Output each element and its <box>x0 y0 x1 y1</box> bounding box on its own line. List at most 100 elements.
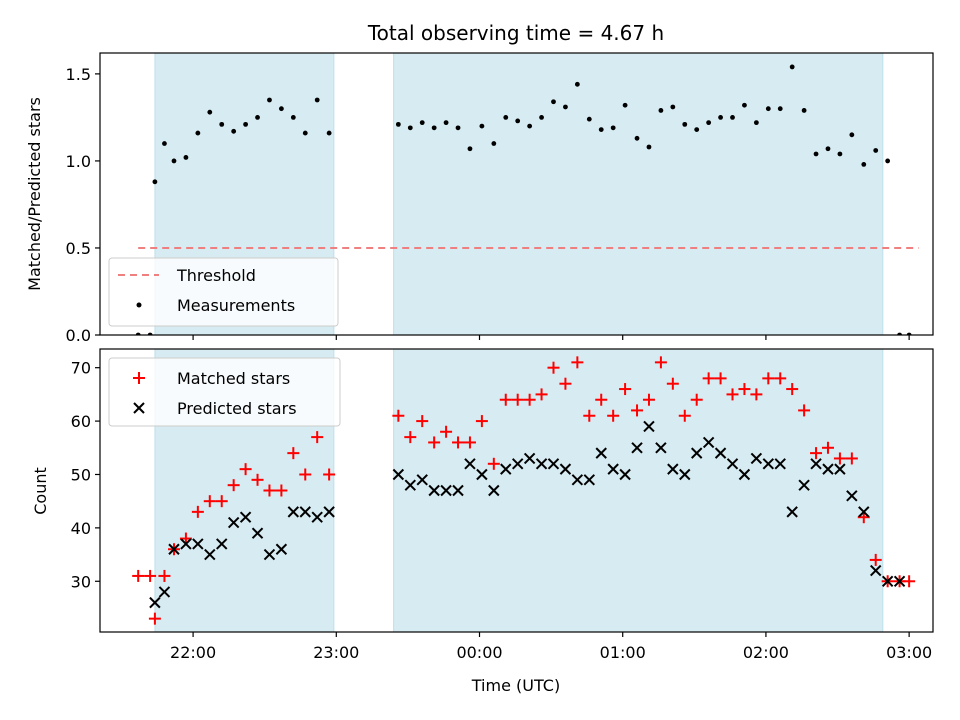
bottom-panel: 30 40 50 60 70 22:00 23:00 00:00 01:00 02:00 03:0… <box>31 348 934 695</box>
predicted-star-point <box>192 538 204 550</box>
measurement-point <box>219 121 225 127</box>
bottom-legend: Matched stars Predicted stars <box>108 357 341 427</box>
x-tick-label: 00:00 <box>456 643 502 662</box>
measurement-point <box>455 125 461 131</box>
measurement-point <box>718 115 723 120</box>
matched-star-point <box>607 409 620 422</box>
predicted-star-point <box>702 436 715 449</box>
matched-star-point <box>203 495 216 508</box>
measurement-point <box>574 81 580 87</box>
measurement-point <box>801 108 807 113</box>
predicted-star-point <box>834 463 846 475</box>
measurement-point <box>314 97 320 103</box>
matched-star-point <box>311 431 324 444</box>
predicted-star-point <box>738 468 751 481</box>
matched-star-point <box>903 575 916 588</box>
measurement-point <box>658 108 664 113</box>
predicted-star-point <box>428 484 440 497</box>
x-tick-label: 23:00 <box>313 643 359 662</box>
measurement-point <box>610 125 616 131</box>
measurement-point <box>837 151 843 157</box>
measurement-point <box>195 130 201 136</box>
predicted-star-point <box>774 458 786 470</box>
matched-star-point <box>499 393 512 406</box>
legend-matched-swatch <box>133 372 145 384</box>
matched-star-point <box>762 372 775 385</box>
measurement-point <box>290 115 296 120</box>
matched-star-point <box>227 479 240 492</box>
shaded-interval <box>393 348 884 633</box>
predicted-star-point <box>311 511 323 523</box>
measurement-point <box>479 123 485 129</box>
predicted-star-point <box>714 447 727 459</box>
top-legend: Threshold Measurements <box>108 257 339 327</box>
predicted-star-point <box>168 543 180 555</box>
predicted-star-point <box>667 463 679 475</box>
measurement-point <box>443 120 449 126</box>
predicted-star-point <box>810 458 822 470</box>
bottom-legend-box <box>108 357 341 427</box>
matched-star-point <box>299 468 312 481</box>
top-legend-box <box>108 257 339 327</box>
matched-star-point <box>774 372 787 385</box>
y-tick-label: 50 <box>71 465 91 484</box>
matched-star-point <box>132 569 145 582</box>
matched-star-point <box>583 409 596 422</box>
predicted-star-point <box>583 474 596 486</box>
measurement-point <box>183 155 189 160</box>
predicted-star-point <box>239 511 252 523</box>
measurement-point <box>598 127 604 132</box>
y-tick-label: 1.5 <box>66 65 91 84</box>
predicted-star-point <box>204 548 216 561</box>
matched-star-point <box>416 415 429 428</box>
matched-star-point <box>690 393 703 406</box>
measurement-point <box>539 115 544 120</box>
matched-star-point <box>833 452 846 465</box>
predicted-star-point <box>547 458 560 470</box>
matched-star-point <box>654 356 667 369</box>
measurement-point <box>431 125 437 131</box>
matched-star-point <box>750 388 763 401</box>
matched-star-point <box>666 377 679 390</box>
predicted-star-point <box>323 506 335 518</box>
matched-star-point <box>619 383 632 396</box>
predicted-star-point <box>523 452 536 465</box>
measurement-point <box>885 158 891 164</box>
y-tick-label: 40 <box>71 519 91 538</box>
measurement-point <box>503 115 509 120</box>
matched-star-point <box>511 393 524 406</box>
measurement-point <box>563 104 568 110</box>
predicted-star-point <box>762 458 775 470</box>
measurement-point <box>730 115 735 120</box>
matched-star-point <box>810 447 823 460</box>
predicted-star-point <box>631 442 643 454</box>
measurement-point <box>207 109 213 115</box>
measurement-point <box>527 123 533 129</box>
measurement-point <box>171 158 177 164</box>
matched-star-point <box>821 441 834 454</box>
legend-matched-label: Matched stars <box>177 369 290 388</box>
predicted-star-point <box>655 442 667 454</box>
predicted-star-point <box>180 538 192 550</box>
matched-star-point <box>595 393 608 406</box>
measurement-point <box>813 151 819 157</box>
predicted-star-point <box>149 596 161 609</box>
matched-star-point <box>452 436 465 449</box>
measurement-point <box>765 106 771 112</box>
predicted-star-point <box>643 420 655 433</box>
top-y-axis: 0.0 0.5 1.0 1.5 <box>66 65 100 345</box>
measurement-point <box>849 132 855 138</box>
predicted-star-point <box>858 506 870 518</box>
measurement-point <box>491 141 497 146</box>
measurement-point <box>267 97 272 103</box>
measurement-point <box>873 148 879 153</box>
predicted-star-point <box>263 548 276 561</box>
matched-star-point <box>738 383 751 396</box>
matched-star-point <box>786 383 799 396</box>
matched-star-point <box>523 393 536 406</box>
predicted-star-point <box>392 468 405 481</box>
matched-star-point <box>642 393 655 406</box>
figure-title: Total observing time = 4.67 h <box>367 21 664 45</box>
predicted-star-point <box>476 468 488 481</box>
measurement-point <box>278 106 284 112</box>
